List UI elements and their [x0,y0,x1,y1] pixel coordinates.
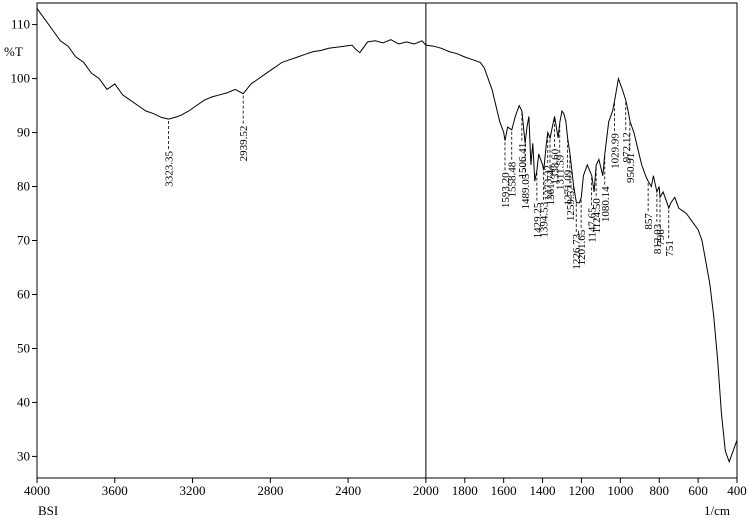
x-tick-label: 1000 [607,483,633,498]
x-tick-label: 1600 [491,483,517,498]
peak-label: 1311.59 [555,154,567,190]
y-tick-label: 30 [17,448,30,463]
x-tick-label: 2400 [335,483,361,498]
peak-label: 3323.35 [164,151,176,187]
y-tick-label: 110 [11,17,30,32]
x-tick-label: 2800 [257,483,283,498]
y-tick-label: 80 [17,179,30,194]
y-tick-label: 50 [17,340,30,355]
x-tick-label: 2000 [413,483,439,498]
x-tick-label: 400 [727,483,747,498]
peak-label: 1394.53 [539,201,551,237]
peak-label: 857 [643,213,655,230]
y-axis-ticks: 30 40 50 60 70 80 90 100 110 [11,17,37,463]
spectrum-line [36,8,738,464]
peak-label: 796 [655,229,667,246]
x-tick-label: 3600 [102,483,128,498]
peak-label: 1373.32 [543,165,555,201]
y-tick-label: 60 [17,286,30,301]
series-group [36,8,738,464]
y-tick-label: 90 [17,125,30,140]
peak-label: 1489.05 [520,173,532,209]
y-tick-label: 100 [11,71,31,86]
y-tick-label: 40 [17,394,30,409]
peak-annotations: 3323.35 2939.52 1593.201558.481506.411489.… [164,95,676,270]
peak-label: 1147.65 [587,207,599,243]
peak-label: 1029.99 [610,133,622,169]
peak-label: 1259.52 [565,185,577,221]
x-tick-label: 4000 [24,483,50,498]
peak-label: 1124.50 [591,198,603,234]
peak-label: 1271.09 [563,169,575,205]
peak-label: 1593.20 [500,172,512,208]
x-tick-label: 800 [649,483,669,498]
peak-label: 1361.74 [545,169,557,205]
footer-left-label: BSI [38,503,58,518]
peak-label: 1429.25 [532,202,544,238]
peak-label: 1201.65 [576,229,588,265]
peak-label: 1506.41 [517,143,529,179]
x-tick-label: 1800 [452,483,478,498]
x-tick-label: 600 [688,483,708,498]
peak-label: 1338.60 [550,148,562,184]
peak-label: 1558.48 [507,161,519,197]
peak-label: 950.91 [625,153,637,183]
peak-label: 2939.52 [238,126,250,162]
x-tick-label: 3200 [180,483,206,498]
x-axis-ticks: 4000 3600 3200 2800 2400 2000 1800 1600 1400 1200… [24,478,747,498]
peak-label: 812.03 [652,223,664,254]
x-axis-unit-label: 1/cm [704,503,730,518]
peak-label: 751 [664,240,676,257]
y-axis-label: %T [4,44,23,59]
x-tick-label: 1200 [568,483,594,498]
peak-label: 1080.14 [600,186,612,222]
peak-label: 1226.73 [571,233,583,269]
x-tick-label: 1400 [530,483,556,498]
y-tick-label: 70 [17,233,30,248]
